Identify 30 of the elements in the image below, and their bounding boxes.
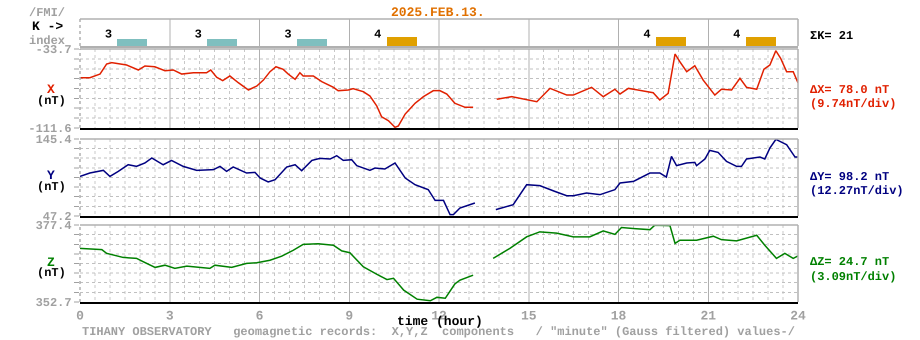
text: (9.74nT/div)	[810, 97, 896, 111]
data-label: 4	[733, 27, 740, 42]
data-label: 3	[284, 27, 292, 42]
x-tick-label: 9	[345, 308, 354, 324]
y-tick-label: 352.7	[36, 296, 72, 310]
x-tick-label: 0	[76, 308, 84, 324]
text: ΔX= 78.0 nT	[810, 83, 890, 97]
x-tick-label: 18	[610, 308, 626, 324]
text: ΔZ= 24.7 nT	[810, 255, 890, 269]
data-label: 3	[104, 27, 112, 42]
y-axis-title: X	[47, 82, 55, 97]
text: (nT)	[37, 266, 66, 280]
x-tick-label: 21	[700, 308, 716, 324]
x-tick-label: 3	[166, 308, 174, 324]
text: (nT)	[37, 180, 66, 194]
data-label: 4	[374, 27, 382, 42]
text: (12.27nT/div)	[810, 184, 904, 198]
text: (3.09nT/div)	[810, 270, 896, 284]
x-tick-label: 6	[256, 308, 264, 324]
data-label: 3	[194, 27, 202, 42]
y-axis-title: K ->	[32, 19, 64, 34]
x-tick-label: 15	[520, 308, 537, 324]
text: ΣK= 21	[810, 29, 854, 43]
y-axis-title: Y	[47, 168, 55, 183]
text: /FMI/	[29, 6, 66, 20]
text: ΔY= 98.2 nT	[810, 170, 890, 184]
data-label: 4	[643, 27, 651, 42]
chart-title: 2025.FEB.13.	[391, 5, 485, 20]
text: (nT)	[37, 94, 66, 108]
x-tick-label: 24	[790, 308, 806, 324]
